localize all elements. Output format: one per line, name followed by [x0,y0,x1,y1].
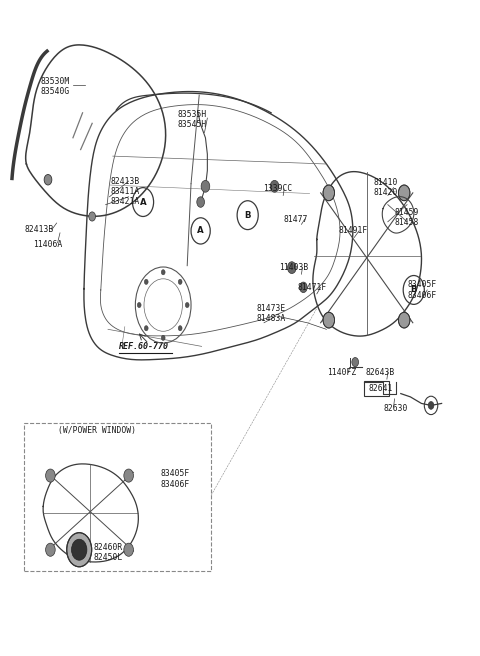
Circle shape [352,358,359,367]
Text: A: A [197,226,204,236]
Circle shape [124,543,133,556]
Text: 83411A
83421A: 83411A 83421A [110,187,140,207]
Circle shape [323,185,335,201]
Text: 82641: 82641 [369,384,393,393]
Circle shape [201,180,210,192]
Text: 82643B: 82643B [366,368,395,377]
Text: 11406A: 11406A [33,239,62,249]
Text: 83530M
83540G: 83530M 83540G [41,77,70,96]
Text: 81410
81420: 81410 81420 [373,178,398,197]
Text: 82413B: 82413B [110,176,140,186]
Text: 82630: 82630 [384,403,408,413]
Text: 81473E
81483A: 81473E 81483A [257,304,286,323]
Circle shape [428,401,434,409]
Circle shape [137,302,141,308]
Circle shape [288,262,296,274]
Text: B: B [244,211,251,220]
Circle shape [161,270,165,275]
Circle shape [185,302,189,308]
Circle shape [197,197,204,207]
Circle shape [270,180,279,192]
Circle shape [178,279,182,285]
Circle shape [46,469,55,482]
Text: 81459
81458: 81459 81458 [395,208,419,228]
Circle shape [398,185,410,201]
Text: 82460R
82450L: 82460R 82450L [94,543,123,562]
Circle shape [300,282,307,293]
Circle shape [44,174,52,185]
Circle shape [144,325,148,331]
Text: 1140FZ: 1140FZ [327,368,357,377]
Bar [24,423,211,571]
Text: REF.60-770: REF.60-770 [119,342,169,351]
Circle shape [67,533,92,567]
Text: 81471F: 81471F [298,283,327,292]
Circle shape [46,543,55,556]
Text: 83535H
83545H: 83535H 83545H [178,110,207,129]
Text: 11403B: 11403B [279,263,309,272]
Text: 82413B: 82413B [25,225,54,234]
Circle shape [144,279,148,285]
Text: 83405F
83406F: 83405F 83406F [407,280,436,300]
Bar [364,381,389,396]
Circle shape [124,469,133,482]
Circle shape [323,312,335,328]
Circle shape [398,312,410,328]
Text: B: B [410,285,417,295]
Text: A: A [140,197,146,207]
Circle shape [161,335,165,340]
Text: 1339CC: 1339CC [263,184,292,194]
Text: 81477: 81477 [283,215,308,224]
Text: 83405F
83406F: 83405F 83406F [161,469,190,489]
Circle shape [89,212,96,221]
Circle shape [72,539,87,560]
Circle shape [178,325,182,331]
Text: (W/POWER WINDOW): (W/POWER WINDOW) [58,426,135,435]
Text: 81491F: 81491F [339,226,368,236]
